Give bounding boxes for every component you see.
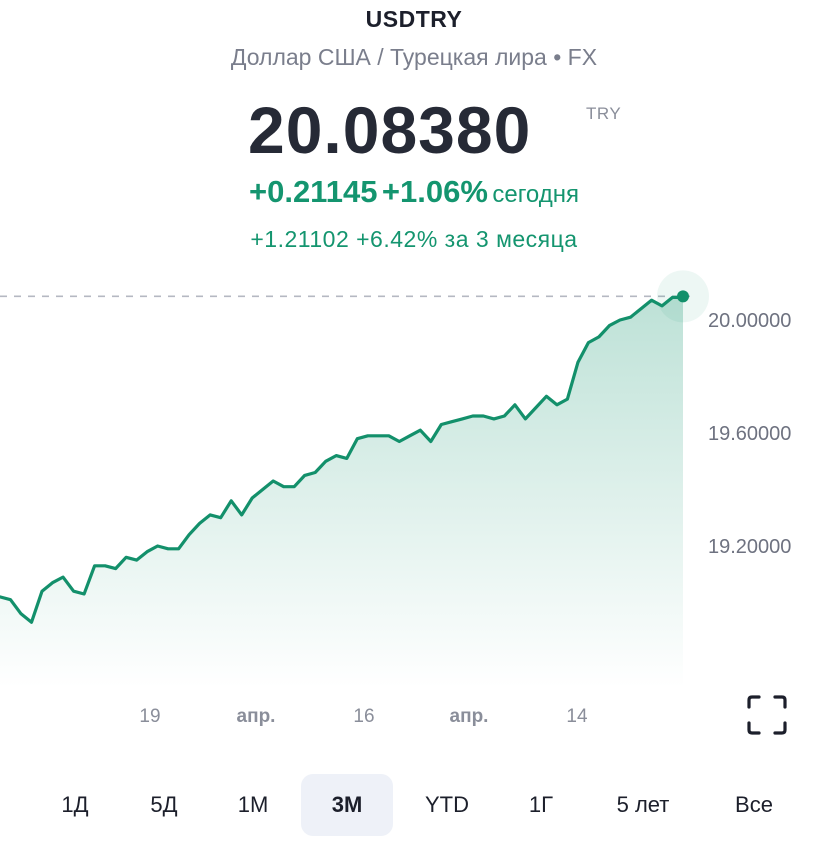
x-tick-label: апр. xyxy=(450,706,489,727)
x-tick-label: 16 xyxy=(353,706,374,727)
instrument-subtitle: Доллар США / Турецкая лира • FX xyxy=(230,44,598,70)
range-button-0[interactable]: 1Д xyxy=(35,774,115,836)
range-button-5[interactable]: 1Г xyxy=(501,774,581,836)
x-tick-label: 19 xyxy=(139,706,160,727)
x-tick-label: 14 xyxy=(566,706,588,727)
y-tick-label: 19.20000 xyxy=(708,536,791,558)
change-percent: +1.06% xyxy=(381,174,488,209)
range-button-4[interactable]: YTD xyxy=(407,774,487,836)
current-price: 20.08380 xyxy=(248,93,532,167)
change-absolute: +0.21145 xyxy=(248,174,378,209)
range-selector: 1Д 5Д 1М 3М YTD 1Г 5 лет Все xyxy=(0,770,828,838)
price-row: 20.08380 xyxy=(0,92,828,168)
daily-change: +0.21145 +1.06% сегодня xyxy=(0,174,828,210)
range-button-3[interactable]: 3М xyxy=(301,774,393,836)
y-tick-label: 19.60000 xyxy=(708,423,791,445)
price-currency: TRY xyxy=(586,104,622,123)
range-button-2[interactable]: 1М xyxy=(213,774,293,836)
price-line xyxy=(0,295,685,624)
y-tick-label: 20.00000 xyxy=(708,310,791,332)
symbol-title: USDTRY xyxy=(365,6,463,32)
price-area xyxy=(0,297,683,688)
expand-icon xyxy=(747,695,787,735)
range-button-1[interactable]: 5Д xyxy=(124,774,204,836)
range-button-6[interactable]: 5 лет xyxy=(603,774,683,836)
range-button-7[interactable]: Все xyxy=(714,774,794,836)
x-tick-label: апр. xyxy=(237,706,276,727)
fullscreen-button[interactable] xyxy=(746,694,788,736)
price-chart[interactable]: 20.00000 19.60000 19.20000 19 апр. 16 апр. 14 xyxy=(0,260,828,740)
change-label: сегодня xyxy=(492,181,580,208)
last-point xyxy=(677,290,689,303)
period-change: +1.21102 +6.42% за 3 месяца xyxy=(250,226,578,252)
